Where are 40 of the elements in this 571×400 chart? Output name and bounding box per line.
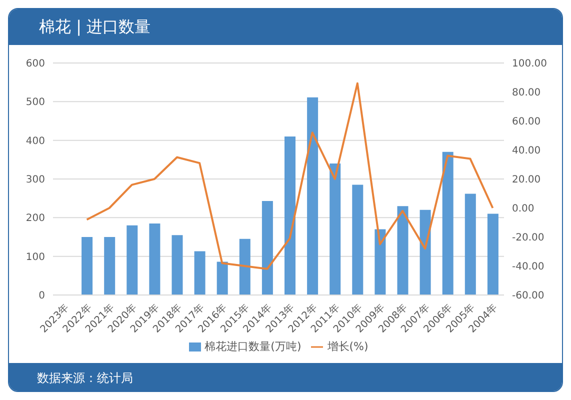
bar xyxy=(330,164,341,295)
y-tick-label: 200 xyxy=(26,213,45,224)
y-tick-label: 300 xyxy=(26,174,45,186)
y2-tick-label: 80.00 xyxy=(512,88,541,99)
y-tick-label: 100 xyxy=(26,252,45,263)
bar xyxy=(82,237,93,295)
bar xyxy=(104,237,116,295)
y2-tick-label: 0.00 xyxy=(512,204,534,215)
legend-label: 增长(%) xyxy=(327,340,368,353)
bar xyxy=(374,229,386,295)
y-tick-label: 400 xyxy=(26,136,45,147)
y2-tick-label: -40.00 xyxy=(512,262,544,273)
bar xyxy=(126,225,138,295)
bar xyxy=(284,136,296,295)
y2-tick-label: -20.00 xyxy=(512,232,544,244)
y2-tick-label: 60.00 xyxy=(512,116,541,128)
bar xyxy=(149,223,160,295)
bar xyxy=(442,152,454,295)
bar xyxy=(352,184,364,295)
source-note: 数据来源：统计局 xyxy=(9,363,562,393)
bar xyxy=(397,206,408,295)
y2-tick-label: 100.00 xyxy=(512,58,547,70)
y-tick-label: 600 xyxy=(26,58,45,70)
bar xyxy=(307,97,318,295)
bar xyxy=(262,201,273,295)
bar xyxy=(194,251,206,295)
y-tick-label: 0 xyxy=(38,290,45,302)
bar xyxy=(420,210,431,295)
legend-label: 棉花进口数量(万吨) xyxy=(204,340,302,353)
bar xyxy=(216,262,228,295)
y2-tick-label: 40.00 xyxy=(512,146,541,157)
line-series xyxy=(86,82,494,270)
bar xyxy=(487,214,498,295)
y-tick-label: 500 xyxy=(26,97,45,108)
y2-tick-label: -60.00 xyxy=(512,290,544,302)
bar xyxy=(172,235,183,295)
chart-title: 棉花 | 进口数量 xyxy=(9,9,562,45)
bar xyxy=(464,194,476,295)
bar xyxy=(239,238,250,295)
y2-tick-label: 20.00 xyxy=(512,174,541,186)
